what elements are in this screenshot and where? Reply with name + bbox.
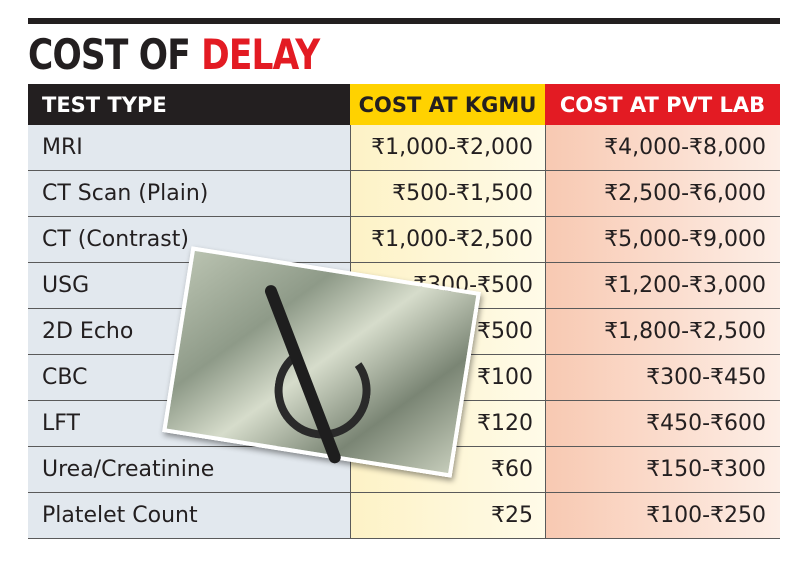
table-cell: Urea/Creatinine (28, 447, 350, 493)
table-cell: MRI (28, 125, 350, 171)
table-cell: ₹4,000-₹8,000 (545, 125, 780, 171)
table-cell: ₹1,000-₹2,500 (350, 217, 545, 263)
table-cell: Platelet Count (28, 493, 350, 539)
table-cell: ₹1,200-₹3,000 (545, 263, 780, 309)
table-cell: ₹100-₹250 (545, 493, 780, 539)
table-cell: ₹25 (350, 493, 545, 539)
table-cell: ₹300-₹450 (545, 355, 780, 401)
table-cell: ₹1,000-₹2,000 (350, 125, 545, 171)
table-cell: ₹150-₹300 (545, 447, 780, 493)
title-part: COST OF (28, 30, 191, 79)
column-header: COST AT PVT LAB (545, 84, 780, 125)
column-header: TEST TYPE (28, 84, 350, 125)
top-rule (28, 18, 780, 24)
table-cell: CT Scan (Plain) (28, 171, 350, 217)
table-cell: ₹500-₹1,500 (350, 171, 545, 217)
table-cell: ₹450-₹600 (545, 401, 780, 447)
table-cell: ₹2,500-₹6,000 (545, 171, 780, 217)
table-cell: ₹5,000-₹9,000 (545, 217, 780, 263)
title-part: DELAY (201, 30, 320, 79)
table-cell: ₹1,800-₹2,500 (545, 309, 780, 355)
title: COST OF DELAY (28, 30, 320, 79)
column-header: COST AT KGMU (350, 84, 545, 125)
